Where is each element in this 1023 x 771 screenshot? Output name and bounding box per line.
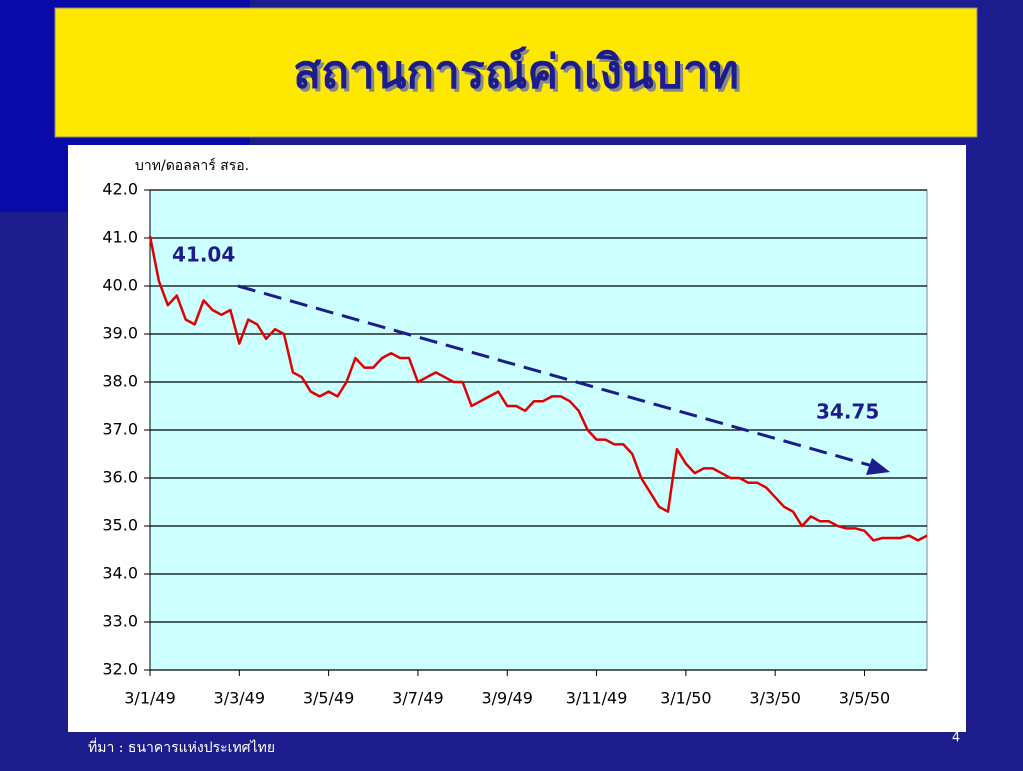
y-tick-label: 41.0 <box>102 228 138 247</box>
y-tick-label: 42.0 <box>102 180 138 199</box>
chart-title: สถานการณ์ค่าเงินบาท <box>293 45 739 99</box>
x-tick-label: 3/9/49 <box>481 689 533 708</box>
annotation: 34.75 <box>816 400 879 424</box>
y-tick-label: 39.0 <box>102 324 138 343</box>
arrow-head <box>866 458 890 475</box>
x-tick-label: 3/3/49 <box>214 689 266 708</box>
y-tick-label: 33.0 <box>102 612 138 631</box>
trend-arrow <box>237 284 877 469</box>
annotation: 41.04 <box>172 243 235 267</box>
x-tick-label: 3/1/50 <box>660 689 712 708</box>
source: ที่มา : ธนาคารแห่งประเทศไทย <box>88 738 275 756</box>
x-tick-label: 3/5/49 <box>303 689 355 708</box>
page-number: 4 <box>952 731 960 746</box>
x-tick-label: 3/11/49 <box>566 689 628 708</box>
plot: 32.0 33.0 34.0 35.0 36.0 37.0 38.0 39.0 40.0 41.0… <box>102 180 928 708</box>
y-axis-label: บาท/ดอลลาร์ สรอ. <box>135 157 249 174</box>
y-tick-label: 40.0 <box>102 276 138 295</box>
y-tick-label: 37.0 <box>102 420 138 439</box>
title-box <box>54 7 978 138</box>
y-tick-label: 34.0 <box>102 564 138 583</box>
title-shadow: สถานการณ์ค่าเงินบาท <box>296 48 742 102</box>
y-tick-label: 36.0 <box>102 468 138 487</box>
x-tick-label: 3/7/49 <box>392 689 444 708</box>
y-tick-label: 32.0 <box>102 660 138 679</box>
x-tick-label: 3/3/50 <box>749 689 801 708</box>
y-tick-label: 35.0 <box>102 516 138 535</box>
y-tick-label: 38.0 <box>102 372 138 391</box>
x-tick-label: 3/1/49 <box>124 689 176 708</box>
x-tick-label: 3/5/50 <box>839 689 891 708</box>
data-line <box>148 235 928 542</box>
